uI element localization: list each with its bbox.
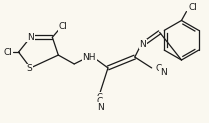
Text: C: C <box>97 97 103 106</box>
Text: NH: NH <box>82 53 96 62</box>
Text: Cl: Cl <box>3 48 12 57</box>
Text: C: C <box>96 93 102 102</box>
Text: N: N <box>97 103 103 112</box>
Text: N: N <box>160 68 166 77</box>
Text: N: N <box>139 40 146 49</box>
Text: N: N <box>96 98 102 107</box>
Text: N: N <box>27 33 34 42</box>
Text: Cl: Cl <box>59 22 68 31</box>
Text: S: S <box>27 64 32 73</box>
Text: C: C <box>156 64 162 73</box>
Text: Cl: Cl <box>189 3 197 12</box>
